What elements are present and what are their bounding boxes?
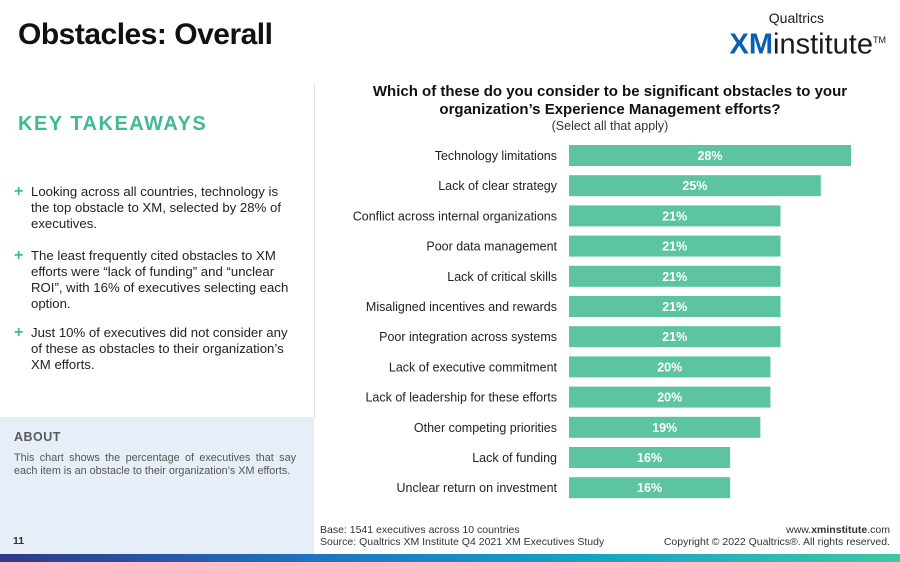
website-suffix: .com (867, 524, 890, 536)
website-bold: xminstitute (811, 524, 868, 536)
footer-copyright: www.xminstitute.com Copyright © 2022 Qua… (664, 524, 890, 548)
category-label-2: Conflict across internal organizations (353, 209, 557, 223)
about-heading: ABOUT (14, 430, 61, 444)
bar-8 (569, 386, 771, 408)
takeaway-text: Just 10% of executives did not consider … (31, 325, 288, 372)
category-label-7: Lack of executive commitment (389, 360, 558, 374)
bar-11 (569, 477, 731, 499)
takeaway-item: + Just 10% of executives did not conside… (14, 325, 300, 373)
bar-0 (569, 145, 851, 166)
copyright-text: Copyright © 2022 Qualtrics®. All rights … (663, 536, 890, 548)
category-label-6: Poor integration across systems (379, 330, 557, 344)
footer-website[interactable]: www.xminstitute.com (664, 524, 890, 536)
value-label-6: 21% (662, 330, 687, 344)
bar-9 (569, 416, 761, 438)
category-label-5: Misaligned incentives and rewards (366, 300, 557, 314)
takeaway-item: + The least frequently cited obstacles t… (14, 248, 300, 312)
footer-source-text: Source: Qualtrics XM Institute Q4 2021 X… (320, 536, 605, 548)
value-label-2: 21% (662, 209, 687, 223)
category-label-11: Unclear return on investment (397, 481, 558, 495)
about-panel: ABOUT This chart shows the percentage of… (0, 417, 314, 554)
value-label-5: 21% (662, 300, 687, 314)
value-label-8: 20% (657, 391, 682, 405)
footer-source: Base: 1541 executives across 10 countrie… (320, 524, 604, 548)
value-label-11: 16% (637, 481, 662, 495)
bar-5 (569, 296, 781, 317)
page-number: 11 (13, 535, 25, 547)
logo-xm: XM (729, 28, 774, 61)
vertical-divider (314, 84, 315, 418)
footer-base: Base: 1541 executives across 10 countrie… (320, 524, 520, 536)
value-label-0: 28% (697, 149, 722, 163)
value-label-7: 20% (657, 360, 682, 374)
chart-title: Which of these do you consider to be sig… (372, 83, 848, 118)
value-label-3: 21% (662, 240, 687, 254)
value-label-9: 19% (652, 421, 677, 435)
takeaway-text: Looking across all countries, technology… (31, 184, 281, 231)
bar-1 (569, 175, 821, 197)
bar-7 (569, 356, 771, 378)
key-takeaways-heading: KEY TAKEAWAYS (18, 113, 208, 135)
about-text: This chart shows the percentage of execu… (14, 452, 296, 477)
category-label-3: Poor data management (426, 240, 557, 254)
bar-2 (569, 205, 781, 227)
page-title: Obstacles: Overall (18, 18, 273, 51)
value-label-4: 21% (662, 270, 687, 284)
bar-6 (569, 326, 781, 348)
category-label-10: Lack of funding (472, 451, 557, 465)
takeaway-item: + Looking across all countries, technolo… (14, 184, 300, 232)
plus-icon: + (14, 324, 24, 341)
category-label-4: Lack of critical skills (447, 270, 557, 284)
website-prefix: www. (786, 524, 812, 536)
logo-trademark: TM (873, 35, 886, 45)
bottom-gradient-bar (0, 554, 900, 562)
plus-icon: + (14, 247, 24, 264)
category-label-1: Lack of clear strategy (438, 179, 558, 193)
category-label-0: Technology limitations (435, 149, 557, 163)
bar-3 (569, 235, 781, 257)
qualtrics-xm-institute-logo: Qualtrics XMinstituteTM (730, 10, 886, 59)
category-label-9: Other competing priorities (414, 421, 557, 435)
plus-icon: + (14, 183, 24, 200)
logo-qualtrics-text: Qualtrics (768, 10, 824, 26)
bar-10 (569, 447, 731, 468)
value-label-10: 16% (637, 451, 662, 465)
category-label-8: Lack of leadership for these efforts (365, 391, 557, 405)
logo-main-text: XMinstituteTM (730, 26, 886, 59)
logo-institute: institute (773, 28, 873, 61)
bar-4 (569, 265, 781, 287)
value-label-1: 25% (682, 179, 707, 193)
chart-subtitle: (Select all that apply) (551, 119, 669, 133)
takeaway-text: The least frequently cited obstacles to … (31, 248, 289, 311)
